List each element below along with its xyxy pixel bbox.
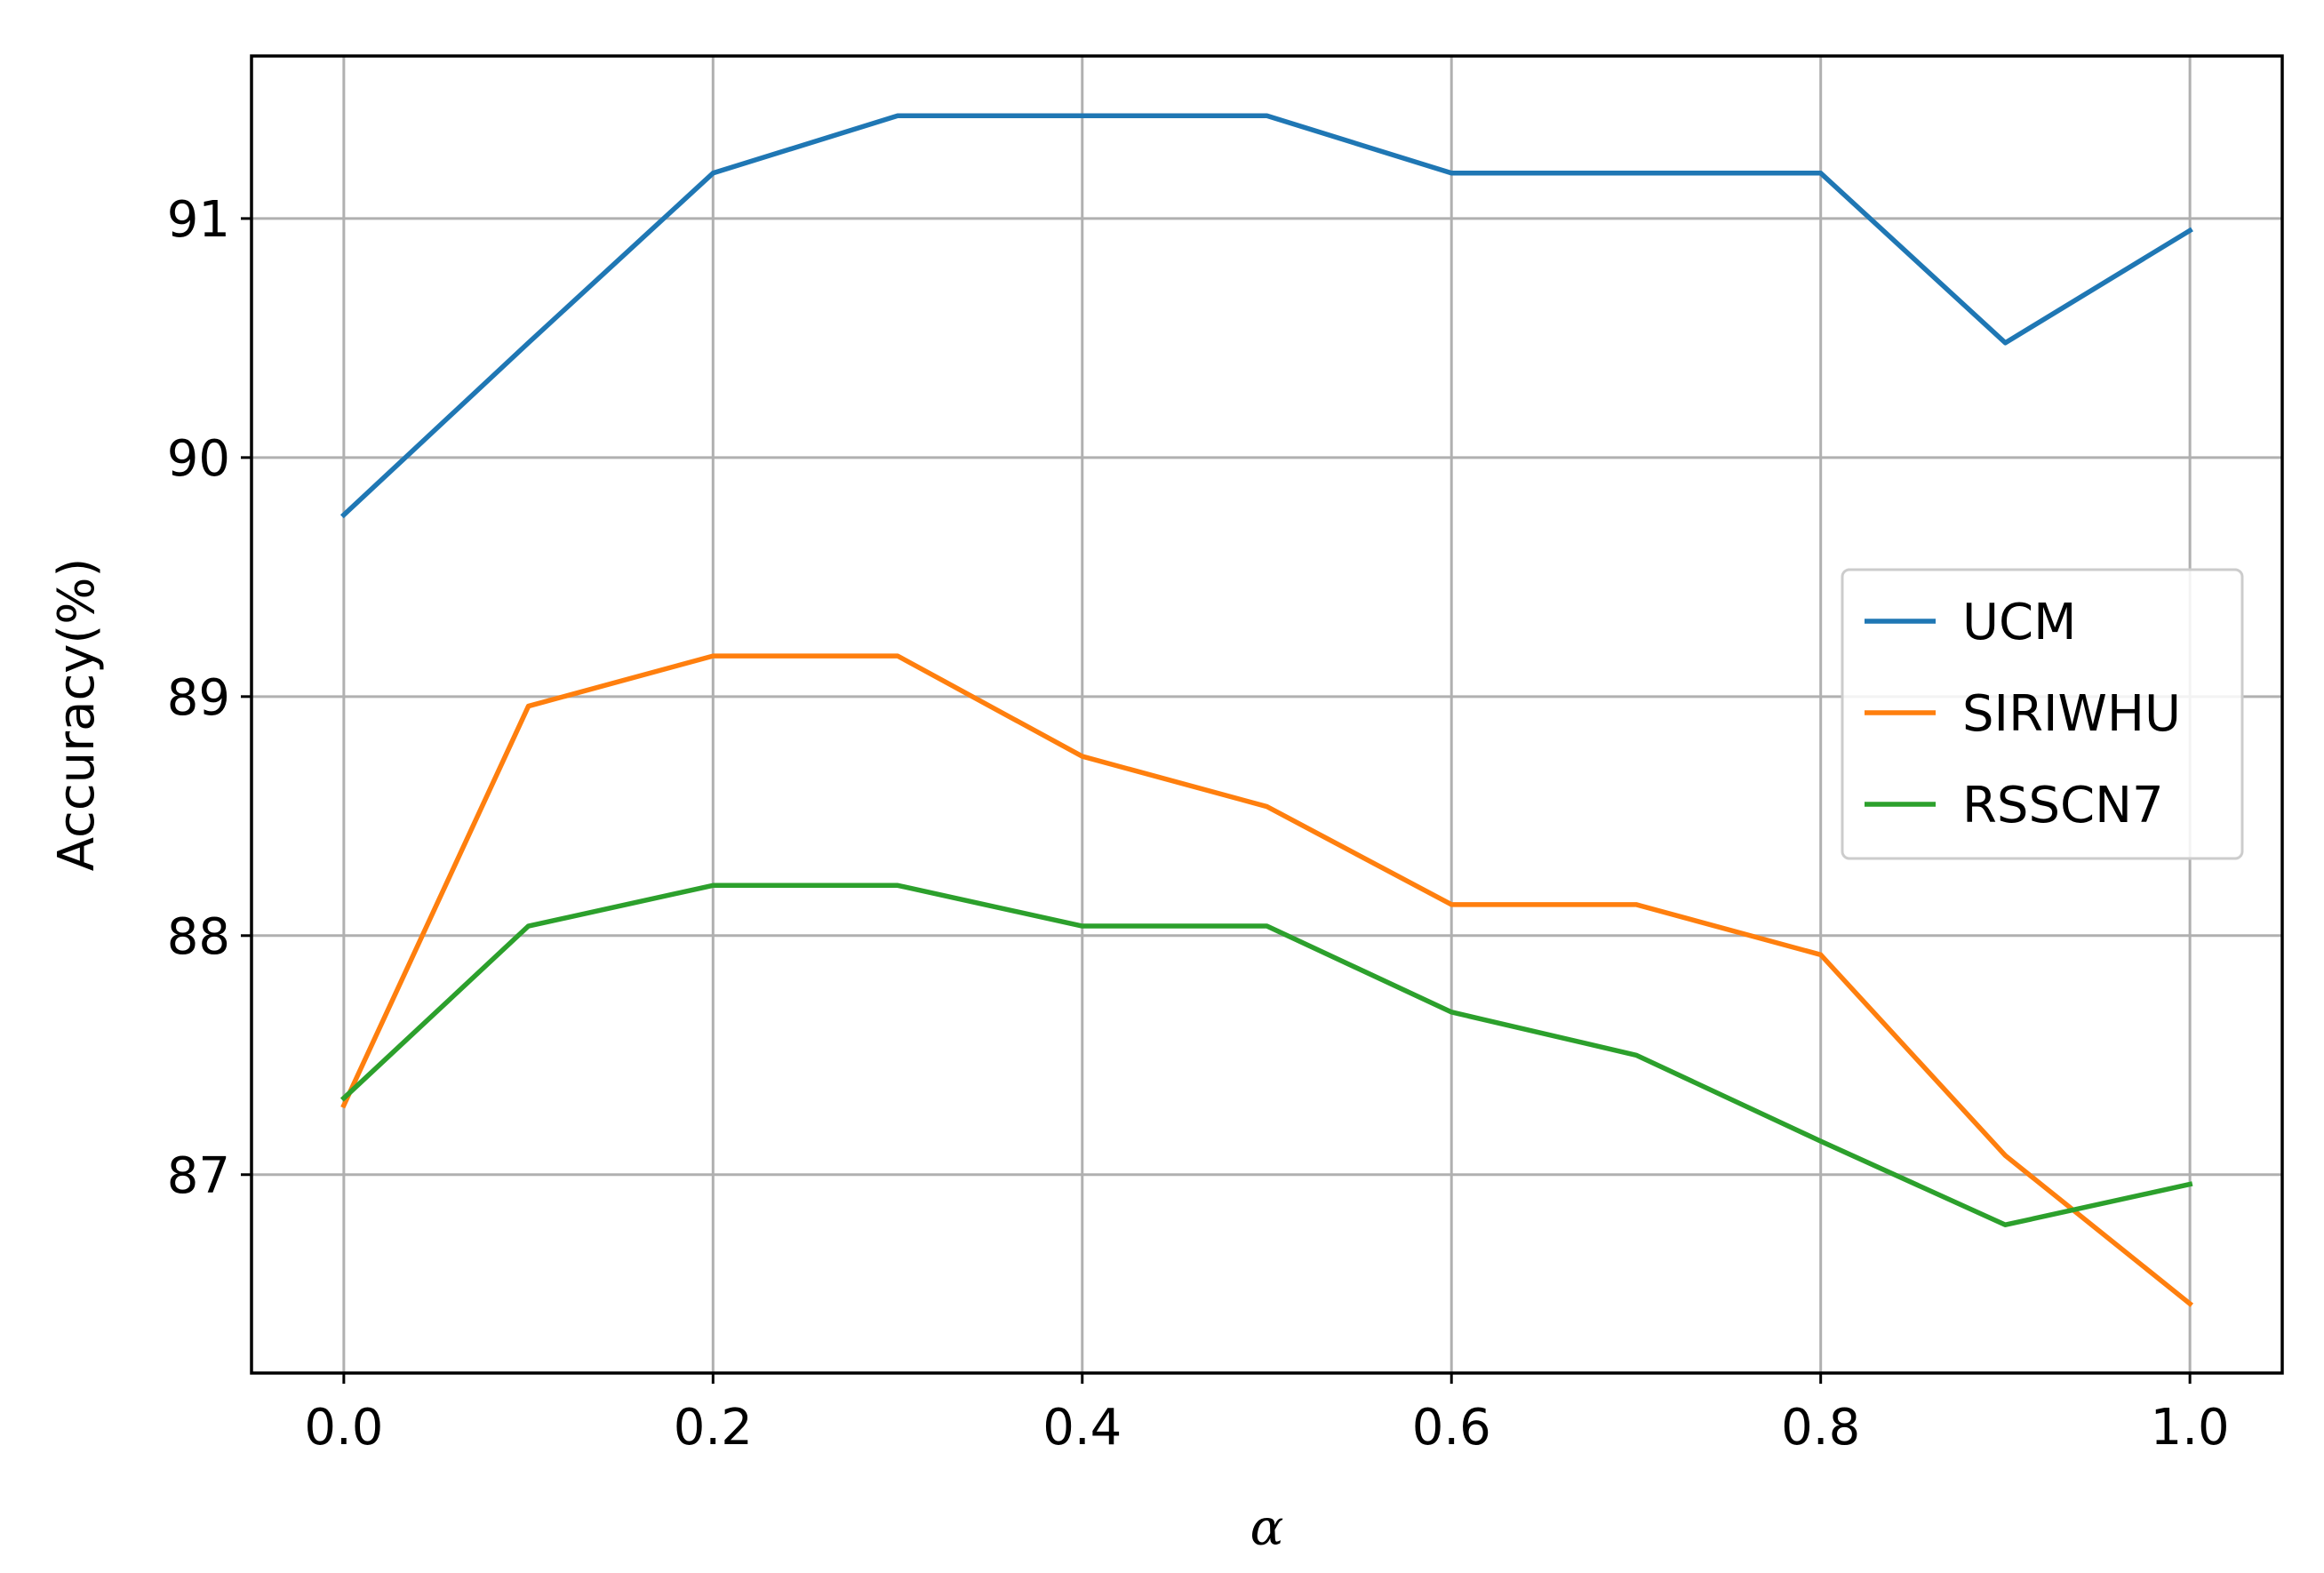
y-tick-label: 88 <box>167 908 230 966</box>
y-tick-label: 87 <box>167 1147 230 1205</box>
x-tick-label: 1.0 <box>2151 1399 2230 1457</box>
legend: UCM SIRIWHU RSSCN7 <box>1841 568 2244 860</box>
y-axis: 87 88 89 90 91 <box>167 191 252 1205</box>
legend-label: RSSCN7 <box>1962 777 2164 834</box>
legend-box <box>1841 568 2244 860</box>
series-line-ucm <box>339 113 2193 519</box>
y-tick-label: 89 <box>167 669 230 727</box>
series-line-rsscn7 <box>339 882 2193 1227</box>
x-axis: 0.0 0.2 0.4 0.6 0.8 1.0 <box>304 1373 2230 1457</box>
y-tick-label: 91 <box>167 191 230 249</box>
series-layer <box>339 113 2194 1307</box>
x-tick-label: 0.4 <box>1042 1399 1122 1457</box>
legend-label: SIRIWHU <box>1962 685 2181 743</box>
plot-frame <box>250 54 2284 1375</box>
x-tick-label: 0.6 <box>1412 1399 1491 1457</box>
x-tick-label: 0.2 <box>674 1399 753 1457</box>
y-axis-label: Accuracy(%) <box>48 558 106 872</box>
x-tick-label: 0.0 <box>304 1399 383 1457</box>
x-axis-label: α <box>1250 1499 1284 1557</box>
series-line-siriwhu <box>340 653 2194 1307</box>
x-tick-label: 0.8 <box>1781 1399 1860 1457</box>
y-tick-label: 90 <box>167 430 230 488</box>
legend-label: UCM <box>1962 594 2076 651</box>
